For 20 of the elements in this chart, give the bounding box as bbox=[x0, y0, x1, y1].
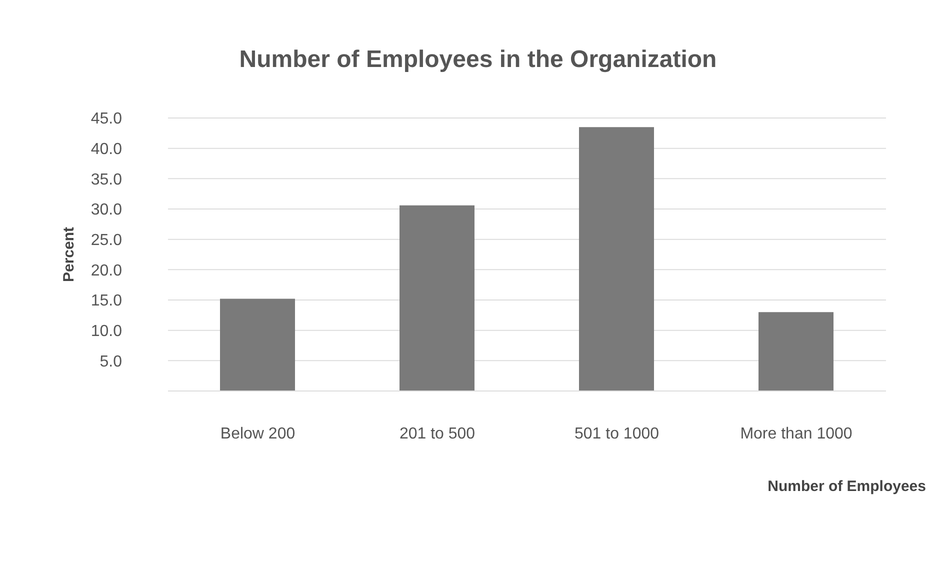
y-tick-label: 5.0 bbox=[100, 353, 122, 370]
y-tick-label: 30.0 bbox=[90, 202, 122, 219]
x-tick-label: 501 to 1000 bbox=[574, 425, 660, 442]
chart-title: Number of Employees in the Organization bbox=[238, 46, 718, 74]
bar bbox=[758, 312, 834, 391]
y-tick-label: 25.0 bbox=[90, 232, 122, 250]
y-tick-label: 10.0 bbox=[90, 323, 122, 340]
y-tick-label: 20.0 bbox=[90, 262, 122, 280]
x-axis-title: Number of Employees bbox=[768, 478, 926, 495]
y-tick-label: 40.0 bbox=[90, 141, 122, 158]
x-tick-label: 201 to 500 bbox=[399, 425, 476, 442]
bar bbox=[400, 205, 474, 391]
y-tick-label: 35.0 bbox=[90, 171, 122, 188]
x-tick-label: More than 1000 bbox=[740, 425, 852, 442]
y-tick-label: 45.0 bbox=[90, 110, 122, 128]
y-axis-title: Percent bbox=[60, 226, 78, 282]
y-tick-label: 15.0 bbox=[90, 292, 122, 310]
x-tick-label: Below 200 bbox=[220, 425, 296, 442]
bar bbox=[579, 127, 654, 391]
bar bbox=[220, 298, 295, 391]
